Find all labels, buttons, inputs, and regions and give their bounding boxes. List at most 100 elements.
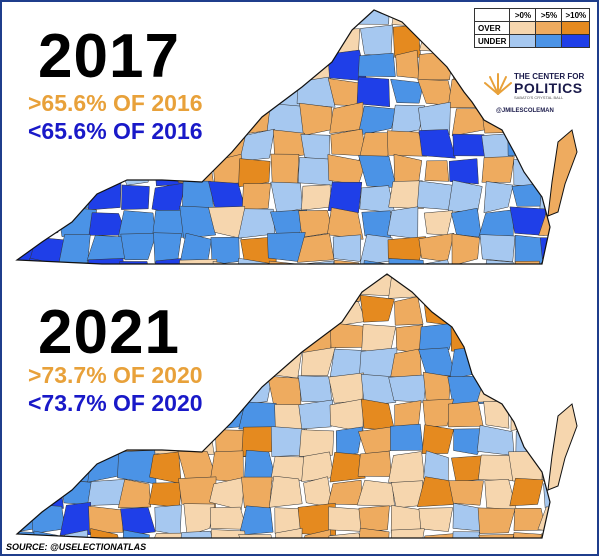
county-cell bbox=[327, 479, 363, 506]
county-cell bbox=[511, 183, 542, 207]
county-cell bbox=[424, 160, 450, 182]
county-cell bbox=[299, 429, 335, 457]
county-cell bbox=[304, 260, 335, 264]
county-cell bbox=[358, 155, 397, 188]
county-cell bbox=[92, 274, 126, 299]
county-cell bbox=[154, 504, 182, 536]
county-cell bbox=[215, 429, 246, 457]
county-cell bbox=[452, 264, 486, 290]
county-cell bbox=[240, 295, 270, 327]
county-cell bbox=[17, 426, 31, 453]
county-cell bbox=[332, 234, 362, 262]
legend-swatch-over-0 bbox=[509, 21, 537, 35]
center-for-politics-logo: THE CENTER FOR POLITICS SABATO'S CRYSTAL… bbox=[484, 64, 584, 124]
county-cell bbox=[17, 295, 36, 329]
county-cell bbox=[17, 450, 34, 483]
county-cell bbox=[537, 533, 550, 538]
county-cell bbox=[303, 476, 333, 508]
county-cell bbox=[239, 10, 277, 32]
county-cell bbox=[209, 476, 246, 511]
county-cell bbox=[147, 258, 187, 264]
county-cell bbox=[394, 296, 424, 326]
county-cell bbox=[388, 180, 424, 209]
county-cell bbox=[300, 134, 330, 162]
county-cell bbox=[86, 235, 126, 261]
county-cell bbox=[296, 10, 334, 33]
county-cell bbox=[395, 49, 420, 79]
county-cell bbox=[298, 399, 334, 430]
county-cell bbox=[299, 274, 329, 298]
county-cell bbox=[483, 181, 514, 214]
county-cell bbox=[120, 233, 157, 261]
county-cell bbox=[297, 157, 334, 186]
county-cell bbox=[117, 449, 157, 485]
county-cell bbox=[117, 155, 149, 186]
county-cell bbox=[476, 424, 515, 456]
legend-swatch-over-1 bbox=[535, 21, 563, 35]
county-cell bbox=[181, 10, 215, 30]
county-cell bbox=[450, 322, 482, 352]
over-threshold-label-2021: >73.7% OF 2020 bbox=[28, 362, 203, 388]
county-cell bbox=[301, 451, 335, 482]
county-cell bbox=[117, 479, 152, 509]
county-cell bbox=[418, 259, 456, 264]
eastern-shore-2017 bbox=[547, 129, 578, 217]
county-cell bbox=[120, 274, 158, 295]
county-cell bbox=[359, 185, 396, 214]
county-cell bbox=[239, 128, 275, 162]
county-cell bbox=[512, 532, 544, 538]
county-cell bbox=[209, 10, 246, 31]
logo-line-2: POLITICS bbox=[514, 80, 583, 96]
county-cell bbox=[31, 503, 66, 534]
county-cell bbox=[207, 326, 244, 351]
county-cell bbox=[476, 375, 516, 403]
county-cell bbox=[59, 502, 91, 536]
county-cell bbox=[268, 274, 307, 301]
county-cell bbox=[58, 261, 97, 264]
county-cell bbox=[296, 76, 336, 108]
county-cell bbox=[483, 259, 515, 264]
county-cell bbox=[27, 205, 65, 241]
county-cell bbox=[238, 505, 274, 536]
under-threshold-label-2017: <65.6% OF 2016 bbox=[28, 118, 203, 144]
county-cell bbox=[447, 79, 486, 109]
logo-tagline: SABATO'S CRYSTAL BALL bbox=[514, 95, 564, 100]
county-cell bbox=[181, 180, 214, 211]
county-cell bbox=[423, 371, 451, 403]
legend-column-2: >10% bbox=[561, 8, 591, 22]
county-cell bbox=[33, 179, 67, 211]
author-handle: @JMILESCOLEMAN bbox=[496, 108, 554, 114]
year-title-2017: 2017 bbox=[38, 22, 180, 91]
county-cell bbox=[243, 323, 272, 353]
county-cell bbox=[268, 260, 304, 264]
county-cell bbox=[542, 274, 550, 298]
county-cell bbox=[360, 24, 393, 57]
county-cell bbox=[449, 293, 487, 327]
county-cell bbox=[64, 155, 97, 188]
sunburst-icon bbox=[484, 73, 512, 95]
legend-swatch-over-2 bbox=[561, 21, 591, 35]
county-cell bbox=[184, 55, 210, 80]
county-cell bbox=[208, 206, 246, 239]
county-cell bbox=[418, 322, 458, 354]
county-cell bbox=[297, 375, 333, 403]
county-cell bbox=[356, 479, 395, 507]
county-cell bbox=[267, 31, 306, 54]
county-cell bbox=[240, 236, 277, 264]
county-cell bbox=[388, 374, 428, 403]
county-cell bbox=[478, 534, 515, 538]
county-cell bbox=[209, 506, 247, 530]
county-cell bbox=[514, 293, 546, 329]
county-cell bbox=[452, 133, 487, 157]
county-cell bbox=[388, 258, 426, 264]
source-credit: SOURCE: @USELECTIONATLAS bbox=[6, 542, 147, 552]
legend-row-label-under: UNDER bbox=[473, 34, 511, 48]
county-cell bbox=[17, 261, 36, 264]
county-cell bbox=[153, 232, 182, 264]
county-cell bbox=[541, 321, 550, 352]
county-cell bbox=[118, 261, 153, 264]
county-cell bbox=[238, 401, 278, 431]
county-cell bbox=[241, 345, 274, 380]
county-cell bbox=[358, 505, 390, 532]
